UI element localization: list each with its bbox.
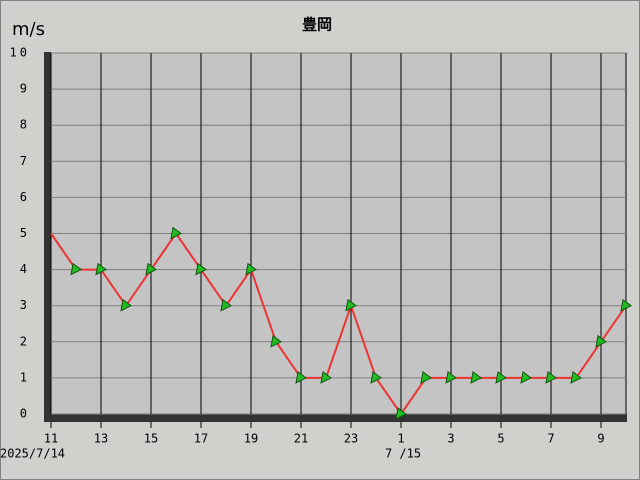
marker xyxy=(245,262,257,276)
x-tick-label: 17 xyxy=(194,432,208,446)
x-tick-label: 13 xyxy=(94,432,108,446)
marker xyxy=(145,262,157,276)
marker xyxy=(470,371,482,384)
marker xyxy=(345,298,357,312)
marker xyxy=(70,262,82,276)
marker xyxy=(445,371,457,384)
x-tick-label: 11 xyxy=(44,432,58,446)
axis-bar xyxy=(44,414,627,422)
marker xyxy=(595,334,607,348)
marker xyxy=(220,298,232,312)
x-tick-label: 21 xyxy=(294,432,308,446)
marker xyxy=(170,226,182,240)
marker xyxy=(520,371,532,384)
marker xyxy=(420,371,432,384)
marker xyxy=(495,371,507,384)
x-tick-label: 9 xyxy=(597,432,604,446)
marker xyxy=(195,262,207,276)
marker xyxy=(270,334,282,348)
marker xyxy=(95,262,107,276)
y-label: m/s xyxy=(12,19,45,40)
x-tick-label: 19 xyxy=(244,432,258,446)
x-tick-label: 7 xyxy=(547,432,554,446)
chart-title: 豊岡 xyxy=(302,16,332,34)
y-tick-label: 5 xyxy=(20,226,30,240)
y-tick-label: 7 xyxy=(20,154,30,168)
x-tick-label: 15 xyxy=(144,432,158,446)
marker xyxy=(370,371,382,384)
y-tick-label: 2 xyxy=(20,334,30,348)
marker xyxy=(570,371,582,384)
marker xyxy=(395,407,407,420)
x-tick-label: 3 xyxy=(447,432,454,446)
y-tick-label: 10 xyxy=(10,46,30,60)
y-tick-label: 3 xyxy=(20,298,30,312)
y-tick-label: 9 xyxy=(20,82,30,96)
marker xyxy=(320,371,332,384)
marker xyxy=(620,298,632,312)
y-tick-label: 4 xyxy=(20,262,30,276)
date-label: 2025/7/14 xyxy=(0,447,65,461)
x-tick-label: 23 xyxy=(344,432,358,446)
x-tick-label: 1 xyxy=(397,432,404,446)
y-tick-label: 1 xyxy=(20,370,30,384)
marker xyxy=(545,371,557,384)
x-tick-label: 5 xyxy=(497,432,504,446)
y-tick-label: 8 xyxy=(20,118,30,132)
marker xyxy=(120,298,132,312)
y-tick-label: 0 xyxy=(20,407,30,421)
y-tick-label: 6 xyxy=(20,190,30,204)
axis-bar xyxy=(44,52,51,422)
marker xyxy=(295,371,307,384)
date-label: 7 /15 xyxy=(385,447,421,461)
